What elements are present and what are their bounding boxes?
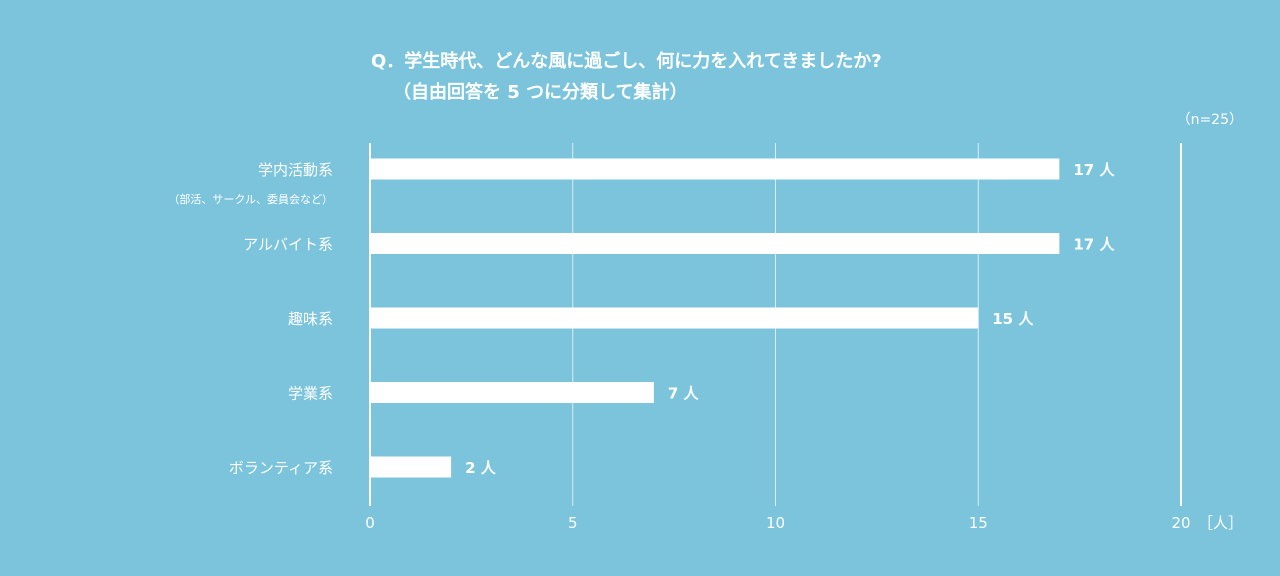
bar-value-label: 17 人 xyxy=(1073,236,1115,254)
chart-title: Q．学生時代、どんな風に過ごし、何に力を入れてきましたか? xyxy=(371,50,882,72)
bar-value-label: 17 人 xyxy=(1073,161,1115,179)
x-tick-label: 15 xyxy=(969,514,988,532)
bar-value-label: 15 人 xyxy=(992,310,1034,328)
x-axis-ticks: 0 5 10 15 20 xyxy=(365,514,1190,532)
x-tick-label: 20 xyxy=(1171,514,1190,532)
x-tick-label: 10 xyxy=(766,514,785,532)
bar xyxy=(370,307,979,329)
bar xyxy=(370,158,1060,180)
x-axis-unit: ［人］ xyxy=(1198,514,1243,532)
x-tick-label: 5 xyxy=(568,514,578,532)
chart-subtitle: （自由回答を 5 つに分類して集計） xyxy=(393,81,688,103)
category-label: 学業系 xyxy=(288,385,333,403)
category-label: 学内活動系 xyxy=(258,161,333,179)
bars: 17 人 17 人 15 人 7 人 2 人 xyxy=(370,158,1115,478)
bar xyxy=(370,456,452,478)
x-tick-label: 0 xyxy=(365,514,375,532)
category-label: 趣味系 xyxy=(288,310,333,328)
category-sublabel: （部活、サークル、委員会など） xyxy=(168,192,333,206)
bar-value-label: 7 人 xyxy=(668,385,700,403)
category-label: ボランティア系 xyxy=(229,459,333,477)
category-label: アルバイト系 xyxy=(243,236,333,254)
bar xyxy=(370,382,654,403)
bar-value-label: 2 人 xyxy=(465,459,497,477)
bar xyxy=(370,233,1060,254)
sample-size-note: （n=25） xyxy=(1177,112,1243,128)
